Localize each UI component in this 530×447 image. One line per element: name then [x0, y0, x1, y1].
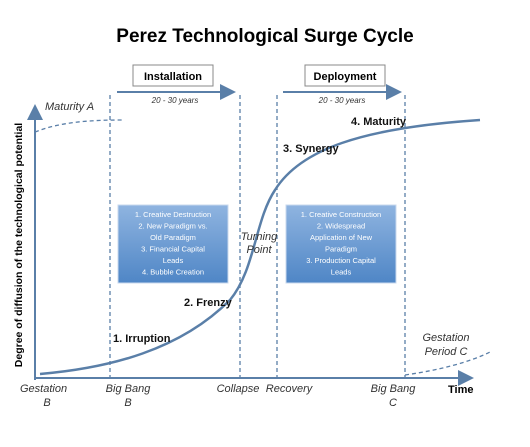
next-curve — [404, 351, 491, 376]
surge-curve — [39, 118, 481, 376]
x-label: B — [124, 397, 131, 409]
note: Maturity A — [45, 101, 94, 113]
stage-label: 1. Irruption — [113, 333, 171, 345]
note: Turning — [241, 231, 278, 243]
box-line: Leads — [331, 268, 352, 277]
note: Point — [246, 244, 272, 256]
box-line: 1. Creative Construction — [301, 210, 381, 219]
box-line: Leads — [163, 256, 184, 265]
phase-box — [304, 64, 386, 87]
x-axis-label: Time — [448, 384, 473, 396]
stage-label: 4. Maturity — [351, 116, 407, 128]
stage-label: 3. Synergy — [283, 143, 340, 155]
x-label: Gestation — [20, 383, 67, 395]
box-line: Paradigm — [325, 245, 357, 254]
x-label: Big Bang — [371, 383, 417, 395]
note: Gestation — [422, 332, 469, 344]
box-line: Old Paradigm — [150, 233, 196, 242]
phase-duration: 20 - 30 years — [151, 96, 199, 105]
box-line: 1. Creative Destruction — [135, 210, 211, 219]
x-label: B — [43, 397, 50, 409]
info-box — [285, 204, 397, 284]
phase-label: Deployment — [314, 71, 377, 83]
x-label: C — [389, 397, 397, 409]
phase-box — [132, 64, 214, 87]
box-line: 2. Widespread — [317, 222, 365, 231]
info-box — [117, 204, 229, 284]
x-label: Collapse — [217, 383, 260, 395]
box-line: Application of New — [310, 233, 373, 242]
x-label: Recovery — [266, 383, 314, 395]
phase-duration: 20 - 30 years — [318, 96, 366, 105]
box-line: 4. Bubble Creation — [142, 268, 204, 277]
phase-label: Installation — [144, 71, 202, 83]
x-label: Big Bang — [106, 383, 152, 395]
y-axis-label: Degree of diffusion of the technological… — [13, 123, 25, 368]
stage-label: 2. Frenzy — [184, 297, 233, 309]
note: Period C — [425, 346, 468, 358]
previous-curve — [34, 119, 123, 133]
box-line: 3. Production Capital — [306, 256, 376, 265]
box-line: 2. New Paradigm vs. — [138, 222, 207, 231]
title: Perez Technological Surge Cycle — [116, 26, 413, 47]
box-line: 3. Financial Capital — [141, 245, 205, 254]
